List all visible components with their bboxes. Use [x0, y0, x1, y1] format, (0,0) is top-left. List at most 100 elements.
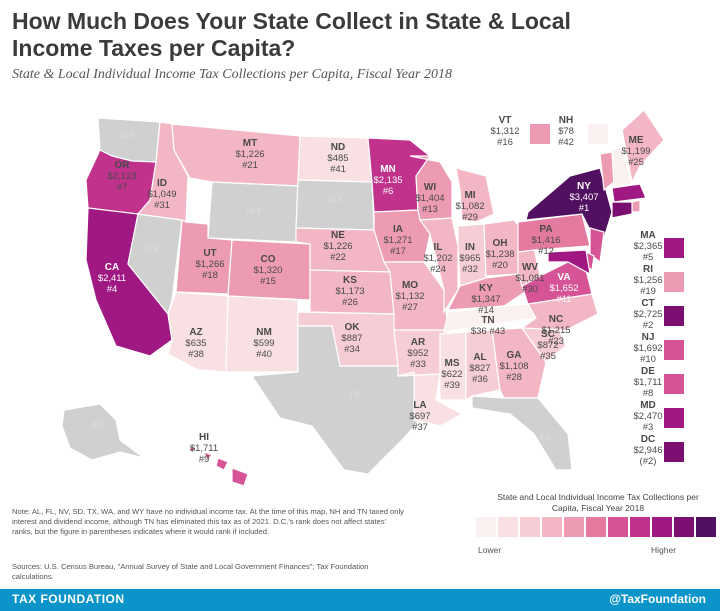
legend-swatch-2	[520, 517, 540, 537]
state-rank-nm: #40	[256, 349, 272, 360]
state-label-va: VA	[557, 272, 570, 283]
state-il	[418, 217, 459, 315]
legend-swatch-1	[498, 517, 518, 537]
state-rank-mt: #21	[242, 160, 258, 171]
callout-label-nh: NH	[559, 115, 573, 126]
callout-swatch-ri	[664, 272, 684, 292]
callout-label-md: MD	[640, 400, 656, 411]
callout-value-de: $1,711	[634, 377, 662, 388]
state-nh	[611, 147, 633, 189]
callout-swatch-ma	[664, 238, 684, 258]
callout-value-ct: $2,725	[633, 309, 662, 320]
state-rank-in: #32	[462, 264, 478, 275]
map-subtitle: State & Local Individual Income Tax Coll…	[12, 67, 452, 82]
state-value-az: $635	[185, 338, 206, 349]
callout-label-dc: DC	[641, 434, 655, 445]
legend-swatch-3	[542, 517, 562, 537]
state-label-id: ID	[157, 178, 167, 189]
state-rank-la: #37	[412, 422, 428, 433]
callout-swatch-dc	[664, 442, 684, 462]
state-value-nm: $599	[253, 338, 274, 349]
state-md	[547, 249, 591, 276]
footer-brand: TAX FOUNDATION	[12, 592, 125, 606]
state-value-mo: $1,132	[395, 291, 424, 302]
state-label-la: LA	[413, 400, 426, 411]
state-ak	[61, 403, 145, 461]
state-value-ok: $887	[341, 333, 362, 344]
state-rank-or: #7	[117, 182, 128, 193]
callout-rank-md: #3	[643, 422, 654, 433]
state-value-ar: $952	[407, 348, 428, 359]
state-value-id: $1,049	[147, 189, 176, 200]
state-value-mi: $1,082	[455, 201, 484, 212]
state-label-co: CO	[261, 254, 276, 265]
legend-swatch-6	[608, 517, 628, 537]
state-rank-ar: #33	[410, 359, 426, 370]
state-label-sc: SC	[541, 329, 555, 340]
callout-rank-ct: #2	[643, 320, 654, 331]
footer-handle[interactable]: @TaxFoundation	[609, 592, 706, 606]
state-value-or: $2,123	[107, 171, 136, 182]
state-rank-va: #11	[556, 294, 571, 305]
callout-rank-nh: #42	[558, 137, 574, 148]
callout-value-vt: $1,312	[490, 126, 519, 137]
callout-rank-ma: #5	[643, 252, 654, 263]
callout-swatch-de	[664, 374, 684, 394]
callout-value-dc: $2,946	[633, 445, 662, 456]
state-rank-wv: #30	[522, 284, 538, 295]
state-al	[465, 329, 501, 402]
state-label-ar: AR	[411, 337, 426, 348]
callout-swatch-md	[664, 408, 684, 428]
state-la	[397, 371, 464, 427]
state-value-oh: $1,238	[485, 249, 514, 260]
state-label-ne: NE	[331, 230, 345, 241]
state-rank-nc: #23	[548, 336, 564, 347]
callout-rank-ri: #19	[640, 286, 656, 297]
callout-rank-me: #25	[628, 157, 644, 168]
state-rank-sc: #35	[540, 351, 556, 362]
callout-value-nj: $1,692	[633, 343, 662, 354]
state-rank-ks: #26	[342, 297, 358, 308]
state-label-wa: WA	[120, 130, 136, 141]
callout-label-ri: RI	[643, 264, 653, 275]
state-nm	[225, 295, 299, 373]
state-ri	[631, 199, 641, 213]
state-value-la: $697	[409, 411, 430, 422]
us-choropleth-map: VT$1,312#16 NH$78#42 ME$1,199#25 MA$2,365#5…	[61, 109, 684, 487]
state-hi	[189, 443, 249, 487]
state-label-mi: MI	[464, 190, 475, 201]
state-rank-wi: #13	[422, 204, 438, 215]
state-label-il: IL	[434, 242, 443, 253]
state-nj	[589, 227, 605, 264]
callout-rank-dc: (#2)	[640, 456, 657, 467]
state-rank-ne: #22	[330, 252, 346, 263]
state-value-ky: $1,347	[471, 294, 500, 305]
callout-label-nj: NJ	[642, 332, 655, 343]
state-value-mn: $2,135	[373, 175, 402, 186]
state-label-wy: WY	[246, 206, 262, 217]
callout-value-nh: $78	[558, 126, 574, 137]
state-rank-pa: #12	[538, 246, 554, 257]
state-value-co: $1,320	[253, 265, 282, 276]
state-value-in: $965	[459, 253, 480, 264]
state-rank-ca: #4	[107, 284, 118, 295]
state-rank-ky: #14	[478, 305, 494, 316]
state-label-ms: MS	[445, 358, 460, 369]
state-value-wv: $1,081	[515, 273, 544, 284]
callout-rank-de: #8	[643, 388, 654, 399]
state-label-nc: NC	[549, 314, 563, 325]
state-fl	[471, 395, 573, 471]
footer-bar: TAX FOUNDATION @TaxFoundation	[0, 589, 720, 611]
state-ny	[525, 167, 613, 239]
state-value-ia: $1,271	[383, 235, 412, 246]
state-value-tn: $36 #43	[471, 326, 505, 337]
state-value-al: $827	[469, 363, 490, 374]
state-tx	[250, 325, 421, 475]
state-ma	[611, 183, 647, 203]
legend-swatch-10	[696, 517, 716, 537]
footnote: Note: AL, FL, NV, SD, TX, WA, and WY hav…	[12, 507, 404, 536]
state-label-ky: KY	[479, 283, 493, 294]
state-ct	[611, 201, 633, 219]
state-value-hi: $1,711	[190, 443, 218, 454]
state-rank-id: #31	[154, 200, 170, 211]
